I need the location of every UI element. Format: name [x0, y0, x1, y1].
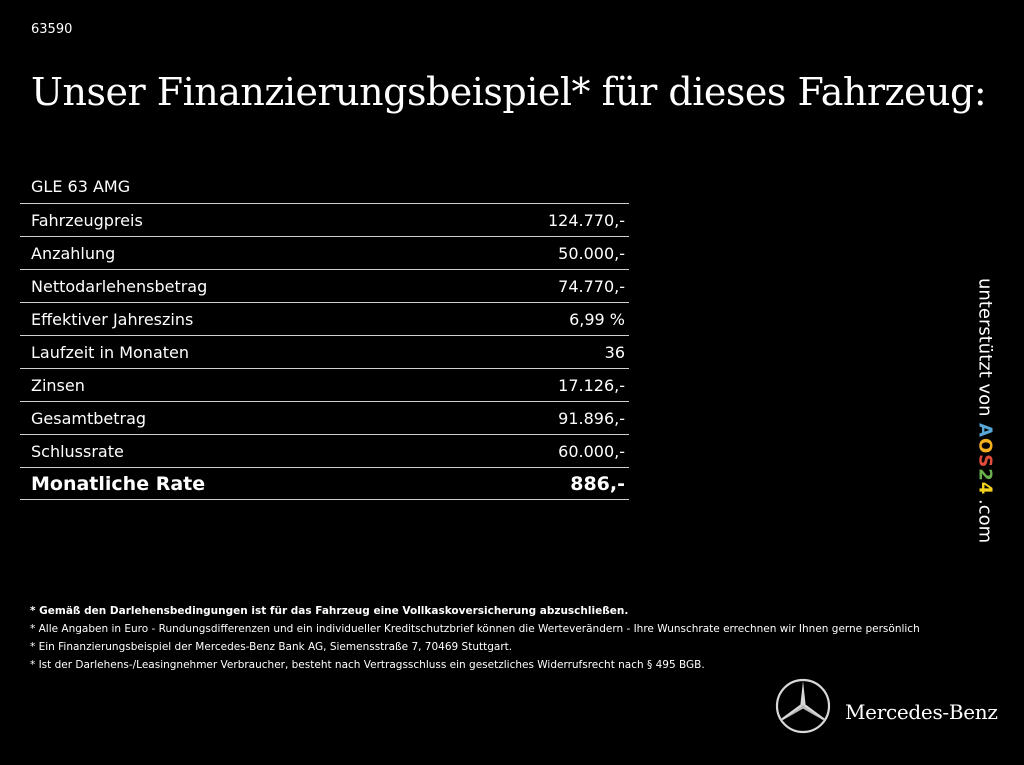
row-label: Gesamtbetrag: [31, 408, 147, 428]
row-value: 6,99 %: [569, 309, 625, 329]
row-label: Anzahlung: [31, 243, 116, 263]
row-label: Effektiver Jahreszins: [31, 309, 194, 329]
mercedes-star-icon: [775, 678, 831, 734]
table-row: Laufzeit in Monaten 36: [20, 335, 629, 368]
footnote: * Gemäß den Darlehensbedingungen ist für…: [30, 605, 629, 617]
row-value: 17.126,-: [558, 375, 625, 395]
total-value: 886,-: [570, 472, 625, 495]
table-row: Gesamtbetrag 91.896,-: [20, 401, 629, 434]
page-title: Unser Finanzierungsbeispiel* für dieses …: [31, 70, 987, 114]
vehicle-code: 63590: [31, 22, 73, 37]
brand-letter: 2: [974, 467, 996, 482]
row-label: Nettodarlehensbetrag: [31, 276, 208, 296]
total-label: Monatliche Rate: [31, 472, 206, 495]
footnote: * Ein Finanzierungsbeispiel der Mercedes…: [30, 641, 513, 653]
model-row: GLE 63 AMG: [20, 170, 629, 203]
row-value: 124.770,-: [547, 210, 625, 230]
model-name: GLE 63 AMG: [31, 177, 131, 196]
financing-table: GLE 63 AMG Fahrzeugpreis 124.770,- Anzah…: [20, 170, 629, 500]
brand-letter: A: [974, 422, 996, 438]
row-label: Zinsen: [31, 375, 85, 395]
brand-wordmark: Mercedes-Benz: [845, 700, 998, 724]
row-value: 60.000,-: [558, 441, 625, 461]
brand-letter: O: [974, 437, 996, 454]
row-label: Laufzeit in Monaten: [31, 342, 190, 362]
footnotes: * Gemäß den Darlehensbedingungen ist für…: [30, 602, 920, 674]
table-row: Fahrzeugpreis 124.770,-: [20, 203, 629, 236]
row-value: 50.000,-: [558, 243, 625, 263]
brand-letter: S: [974, 453, 996, 468]
brand-letter: 4: [974, 481, 996, 495]
row-value: 91.896,-: [558, 408, 625, 428]
supported-by-banner: unterstützt von AOS24 .com: [972, 278, 998, 558]
domain-suffix: .com: [974, 498, 996, 544]
table-row: Effektiver Jahreszins 6,99 %: [20, 302, 629, 335]
row-value: 74.770,-: [558, 276, 625, 296]
table-row: Schlussrate 60.000,-: [20, 434, 629, 467]
row-value: 36: [604, 342, 625, 362]
row-label: Schlussrate: [31, 441, 124, 461]
row-label: Fahrzeugpreis: [31, 210, 143, 230]
table-row: Nettodarlehensbetrag 74.770,-: [20, 269, 629, 302]
aos24-brand: AOS24: [975, 423, 996, 495]
table-row: Anzahlung 50.000,-: [20, 236, 629, 269]
supported-by-text: unterstützt von: [974, 278, 996, 417]
footnote: * Ist der Darlehens-/Leasingnehmer Verbr…: [30, 659, 705, 671]
footnote: * Alle Angaben in Euro - Rundungsdiffere…: [30, 623, 920, 635]
table-row: Zinsen 17.126,-: [20, 368, 629, 401]
monthly-rate-row: Monatliche Rate 886,-: [20, 467, 629, 500]
